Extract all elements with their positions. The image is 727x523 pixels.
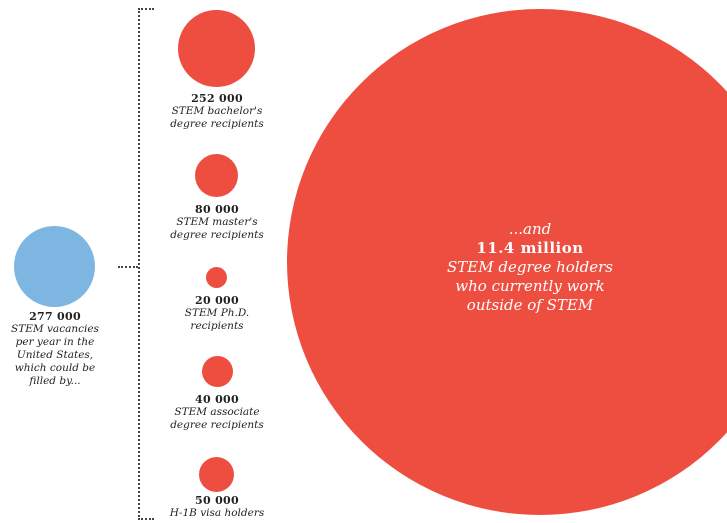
outside-stem-label: ...and 11.4 million STEM degree holders … bbox=[380, 220, 680, 315]
bachelors-value: 252 000 bbox=[191, 92, 243, 105]
associate-description: STEM associate degree recipients bbox=[170, 406, 264, 431]
h1b-value: 50 000 bbox=[195, 494, 239, 507]
vacancies-description: STEM vacancies per year in the United St… bbox=[11, 323, 99, 387]
vacancies-bubble bbox=[14, 226, 95, 307]
outside-stem-lead: ...and bbox=[508, 220, 552, 238]
vacancies-label: 277 000 STEM vacancies per year in the U… bbox=[0, 310, 110, 388]
outside-stem-description: STEM degree holders who currently work o… bbox=[447, 258, 613, 314]
bracket-top-tick bbox=[138, 8, 154, 10]
h1b-bubble bbox=[199, 457, 234, 492]
phd-value: 20 000 bbox=[195, 294, 239, 307]
phd-label: 20 000 STEM Ph.D. recipients bbox=[156, 294, 278, 333]
associate-value: 40 000 bbox=[195, 393, 239, 406]
h1b-description: H-1B visa holders bbox=[169, 507, 265, 519]
vacancies-value: 277 000 bbox=[29, 310, 81, 323]
associate-bubble bbox=[202, 356, 233, 387]
bachelors-bubble bbox=[178, 10, 255, 87]
masters-bubble bbox=[195, 154, 238, 197]
masters-value: 80 000 bbox=[195, 203, 239, 216]
phd-description: STEM Ph.D. recipients bbox=[184, 307, 250, 332]
associate-label: 40 000 STEM associate degree recipients bbox=[156, 393, 278, 432]
bracket-bottom-tick bbox=[138, 518, 154, 520]
masters-description: STEM master's degree recipients bbox=[170, 216, 264, 241]
bachelors-description: STEM bachelor's degree recipients bbox=[170, 105, 264, 130]
bachelors-label: 252 000 STEM bachelor's degree recipient… bbox=[156, 92, 278, 131]
phd-bubble bbox=[206, 267, 227, 288]
outside-stem-bubble bbox=[287, 9, 727, 515]
connector-line bbox=[118, 266, 138, 268]
bracket-line bbox=[138, 8, 140, 520]
masters-label: 80 000 STEM master's degree recipients bbox=[156, 203, 278, 242]
h1b-label: 50 000 H-1B visa holders bbox=[156, 494, 278, 520]
outside-stem-value: 11.4 million bbox=[476, 239, 584, 257]
